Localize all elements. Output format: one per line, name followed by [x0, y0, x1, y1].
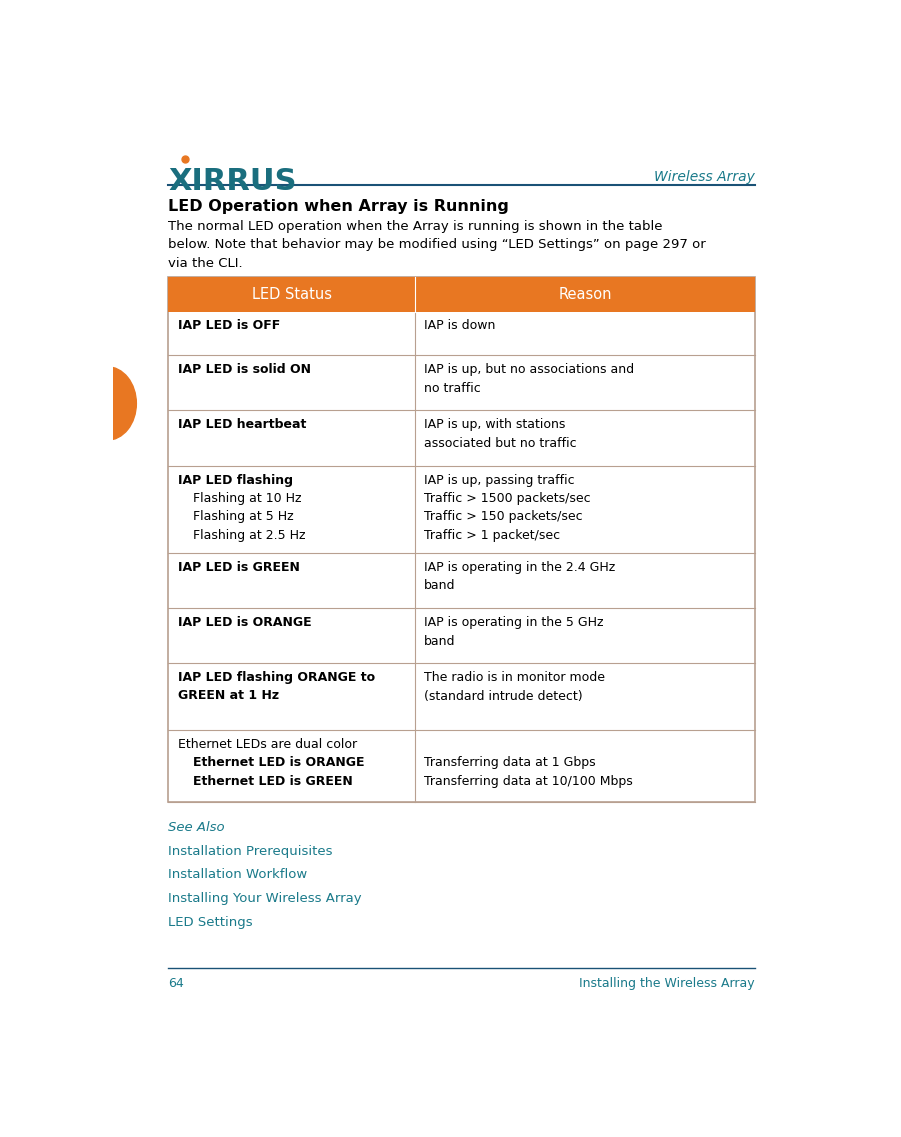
Text: Flashing at 2.5 Hz: Flashing at 2.5 Hz	[193, 529, 305, 541]
Text: XIRRUS: XIRRUS	[168, 167, 297, 196]
Text: IAP LED flashing ORANGE to
GREEN at 1 Hz: IAP LED flashing ORANGE to GREEN at 1 Hz	[177, 671, 375, 702]
Text: IAP LED heartbeat: IAP LED heartbeat	[177, 418, 306, 431]
Text: (standard intrude detect): (standard intrude detect)	[423, 690, 583, 703]
Text: Reason: Reason	[559, 287, 612, 301]
Text: Installation Workflow: Installation Workflow	[168, 869, 308, 881]
Text: Ethernet LED is ORANGE: Ethernet LED is ORANGE	[193, 756, 364, 770]
Text: Traffic > 150 packets/sec: Traffic > 150 packets/sec	[423, 511, 583, 523]
Text: LED Settings: LED Settings	[168, 915, 253, 929]
Text: IAP LED is ORANGE: IAP LED is ORANGE	[177, 616, 311, 629]
Text: Transferring data at 1 Gbps: Transferring data at 1 Gbps	[423, 756, 596, 770]
Text: The normal LED operation when the Array is running is shown in the table
below. : The normal LED operation when the Array …	[168, 219, 706, 269]
Text: IAP is up, passing traffic: IAP is up, passing traffic	[423, 473, 575, 487]
Text: IAP LED flashing: IAP LED flashing	[177, 473, 293, 487]
Text: band: band	[423, 580, 455, 592]
Text: IAP is up, but no associations and: IAP is up, but no associations and	[423, 363, 634, 376]
Text: Ethernet LEDs are dual color: Ethernet LEDs are dual color	[177, 738, 357, 750]
Text: LED Status: LED Status	[251, 287, 332, 301]
Text: IAP LED is solid ON: IAP LED is solid ON	[177, 363, 311, 376]
Circle shape	[77, 367, 136, 440]
Text: associated but no traffic: associated but no traffic	[423, 437, 577, 450]
Text: band: band	[423, 634, 455, 648]
Text: Flashing at 5 Hz: Flashing at 5 Hz	[193, 511, 294, 523]
Text: IAP is down: IAP is down	[423, 319, 496, 332]
Text: 64: 64	[168, 977, 184, 990]
Text: IAP LED is OFF: IAP LED is OFF	[177, 319, 280, 332]
Text: Traffic > 1500 packets/sec: Traffic > 1500 packets/sec	[423, 492, 590, 505]
Text: IAP is up, with stations: IAP is up, with stations	[423, 418, 565, 431]
Text: IAP LED is GREEN: IAP LED is GREEN	[177, 561, 299, 574]
Text: no traffic: no traffic	[423, 382, 480, 395]
Text: Installing Your Wireless Array: Installing Your Wireless Array	[168, 893, 362, 905]
Text: See Also: See Also	[168, 821, 225, 835]
Text: Traffic > 1 packet/sec: Traffic > 1 packet/sec	[423, 529, 560, 541]
Text: Installation Prerequisites: Installation Prerequisites	[168, 845, 333, 857]
Bar	[168, 276, 755, 802]
Text: IAP is operating in the 5 GHz: IAP is operating in the 5 GHz	[423, 616, 604, 629]
Text: LED Operation when Array is Running: LED Operation when Array is Running	[168, 199, 509, 215]
Text: Flashing at 10 Hz: Flashing at 10 Hz	[193, 492, 302, 505]
Bar	[168, 276, 755, 312]
Text: The radio is in monitor mode: The radio is in monitor mode	[423, 671, 605, 684]
Text: IAP is operating in the 2.4 GHz: IAP is operating in the 2.4 GHz	[423, 561, 615, 574]
Text: Installing the Wireless Array: Installing the Wireless Array	[579, 977, 755, 990]
Text: Transferring data at 10/100 Mbps: Transferring data at 10/100 Mbps	[423, 774, 633, 788]
Text: Wireless Array: Wireless Array	[654, 169, 755, 184]
Text: Ethernet LED is GREEN: Ethernet LED is GREEN	[193, 774, 352, 788]
